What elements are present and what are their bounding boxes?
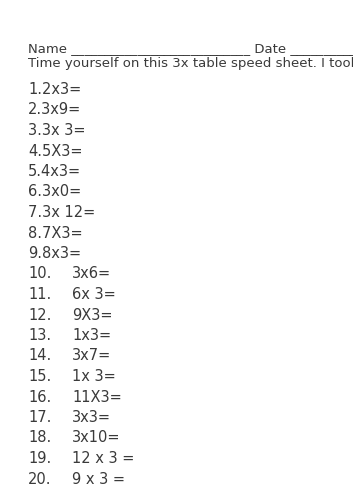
Text: 9.8x3=: 9.8x3= <box>28 246 81 261</box>
Text: 9X3=: 9X3= <box>72 308 113 322</box>
Text: Time yourself on this 3x table speed sheet. I took _____ minutes: Time yourself on this 3x table speed she… <box>28 57 353 70</box>
Text: 6.3x0=: 6.3x0= <box>28 184 81 200</box>
Text: 3x6=: 3x6= <box>72 266 111 281</box>
Text: 3.3x 3=: 3.3x 3= <box>28 123 85 138</box>
Text: 13.: 13. <box>28 328 51 343</box>
Text: 18.: 18. <box>28 430 51 446</box>
Text: 16.: 16. <box>28 390 51 404</box>
Text: 14.: 14. <box>28 348 51 364</box>
Text: 12.: 12. <box>28 308 52 322</box>
Text: 3x3=: 3x3= <box>72 410 111 425</box>
Text: 1x3=: 1x3= <box>72 328 111 343</box>
Text: 3x7=: 3x7= <box>72 348 111 364</box>
Text: 19.: 19. <box>28 451 51 466</box>
Text: 5.4x3=: 5.4x3= <box>28 164 81 179</box>
Text: 17.: 17. <box>28 410 52 425</box>
Text: 12 x 3 =: 12 x 3 = <box>72 451 134 466</box>
Text: 1x 3=: 1x 3= <box>72 369 116 384</box>
Text: 9 x 3 =: 9 x 3 = <box>72 472 125 486</box>
Text: 3x10=: 3x10= <box>72 430 120 446</box>
Text: Name ___________________________ Date ______________: Name ___________________________ Date __… <box>28 42 353 55</box>
Text: 4.5X3=: 4.5X3= <box>28 144 83 158</box>
Text: 10.: 10. <box>28 266 52 281</box>
Text: 8.7X3=: 8.7X3= <box>28 226 83 240</box>
Text: 20.: 20. <box>28 472 52 486</box>
Text: 1.2x3=: 1.2x3= <box>28 82 81 97</box>
Text: 6x 3=: 6x 3= <box>72 287 116 302</box>
Text: 11X3=: 11X3= <box>72 390 122 404</box>
Text: 2.3x9=: 2.3x9= <box>28 102 81 118</box>
Text: 11.: 11. <box>28 287 51 302</box>
Text: 7.3x 12=: 7.3x 12= <box>28 205 95 220</box>
Text: 15.: 15. <box>28 369 51 384</box>
